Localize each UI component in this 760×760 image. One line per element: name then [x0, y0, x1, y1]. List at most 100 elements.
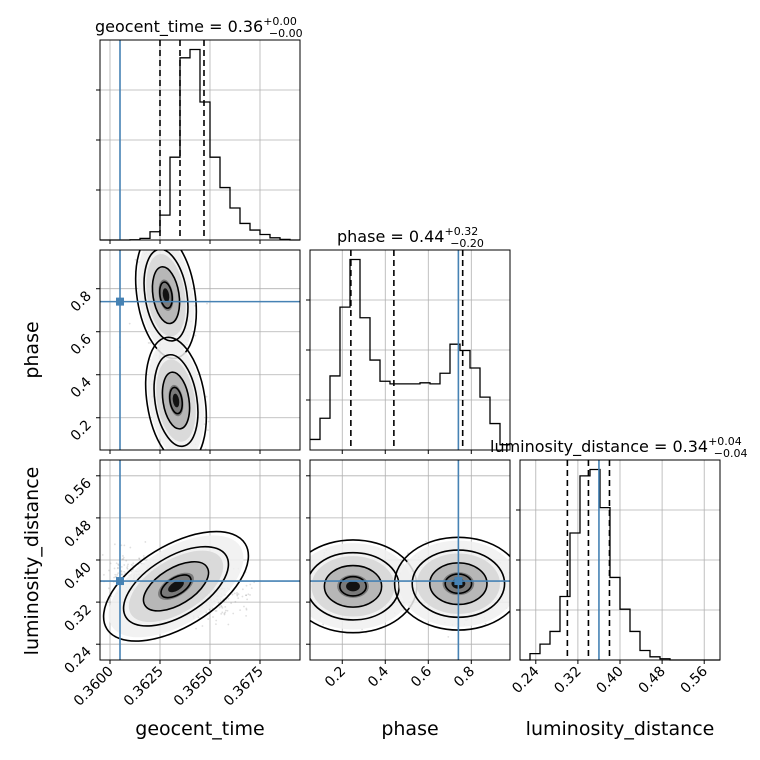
sample-point [132, 568, 134, 571]
sample-point [524, 602, 526, 604]
x-tick-label: 0.3625 [121, 664, 167, 710]
density-layer [101, 530, 256, 642]
sample-point [221, 611, 224, 614]
sample-point [120, 544, 123, 547]
density-level [172, 393, 180, 408]
sample-point [292, 567, 294, 569]
sample-point [127, 563, 129, 566]
sample-point [217, 602, 220, 605]
sample-point [120, 570, 123, 573]
sample-point [141, 205, 143, 207]
xlabel-luminosity-distance: luminosity_distance [526, 718, 715, 740]
sample-point [227, 623, 230, 626]
sample-point [245, 607, 248, 610]
sample-point [249, 583, 252, 586]
sample-point [246, 598, 249, 601]
panel-hist-geocent_time [96, 39, 301, 241]
sample-point [287, 555, 289, 557]
x-tick-label: 0.3650 [171, 664, 217, 710]
sample-point [232, 612, 235, 615]
sample-point [447, 635, 450, 638]
sample-point [245, 594, 248, 597]
truth-marker [116, 297, 124, 306]
panel-2d-geocent_time-phase [99, 205, 301, 451]
sample-point [220, 605, 223, 608]
x-tick-label: 0.40 [593, 664, 626, 697]
sample-point [194, 334, 197, 337]
sample-point [227, 597, 230, 600]
y-tick-label: 0.6 [68, 331, 95, 358]
sample-point [116, 567, 119, 570]
sample-point [241, 588, 244, 591]
ylabel-phase: phase [21, 321, 43, 378]
y-tick-label: 0.32 [61, 602, 94, 635]
sample-point [215, 610, 218, 612]
sample-point [301, 611, 303, 613]
y-tick-label: 0.56 [61, 475, 94, 508]
sample-point [215, 623, 217, 626]
y-tick-label: 0.48 [61, 517, 94, 550]
sample-point [241, 595, 244, 598]
contour-line [161, 371, 191, 430]
density-layer [118, 205, 210, 450]
sample-point [114, 573, 117, 576]
sample-point [132, 562, 135, 565]
x-tick-label: 0.8 [451, 664, 478, 691]
density-level [168, 580, 184, 593]
sample-point [249, 594, 251, 596]
sample-point [207, 429, 209, 432]
density-layer [282, 536, 526, 638]
sample-point [140, 562, 143, 565]
sample-point [195, 627, 197, 630]
x-tick-label: 0.4 [365, 663, 392, 690]
sample-point [117, 572, 119, 575]
contour-line [339, 575, 368, 597]
sample-point [120, 573, 123, 576]
sample-point [142, 555, 145, 557]
sample-point [230, 602, 233, 605]
sample-point [237, 593, 240, 595]
density-level [346, 581, 360, 592]
sample-point [130, 563, 133, 566]
sample-point [233, 592, 236, 595]
sample-point [107, 587, 110, 590]
panel-2d-phase-luminosity_distance [282, 459, 526, 661]
sample-point [236, 592, 238, 594]
sample-point [142, 243, 144, 245]
sample-point [121, 558, 124, 561]
panel-hist-luminosity_distance [516, 459, 721, 661]
panel-frame [309, 249, 511, 451]
sample-point [207, 618, 210, 620]
sample-point [224, 611, 227, 614]
xlabel-phase: phase [381, 718, 438, 740]
sample-point [110, 595, 113, 598]
contour-line [153, 353, 199, 448]
grid [520, 460, 720, 660]
sample-point [201, 625, 204, 627]
grid [310, 250, 510, 450]
sample-point [223, 612, 226, 615]
sample-point [239, 609, 242, 612]
contour-line [158, 281, 174, 310]
sample-point [236, 593, 238, 596]
sample-point [137, 261, 140, 263]
x-tick-label: 0.56 [678, 663, 711, 696]
sample-point [243, 605, 245, 608]
sample-point [126, 565, 129, 568]
sample-point [147, 342, 150, 344]
sample-point [109, 562, 112, 565]
sample-point [140, 242, 142, 244]
sample-point [169, 242, 171, 244]
sample-point [117, 564, 120, 567]
sample-point [116, 573, 119, 576]
contour-line [160, 574, 192, 599]
contour-line [323, 564, 383, 608]
sample-point [117, 566, 119, 569]
sample-point [221, 606, 224, 609]
sample-point [126, 566, 128, 569]
sample-point [206, 302, 208, 305]
sample-point [282, 598, 284, 600]
sample-point [101, 554, 104, 556]
sample-point [226, 609, 229, 612]
